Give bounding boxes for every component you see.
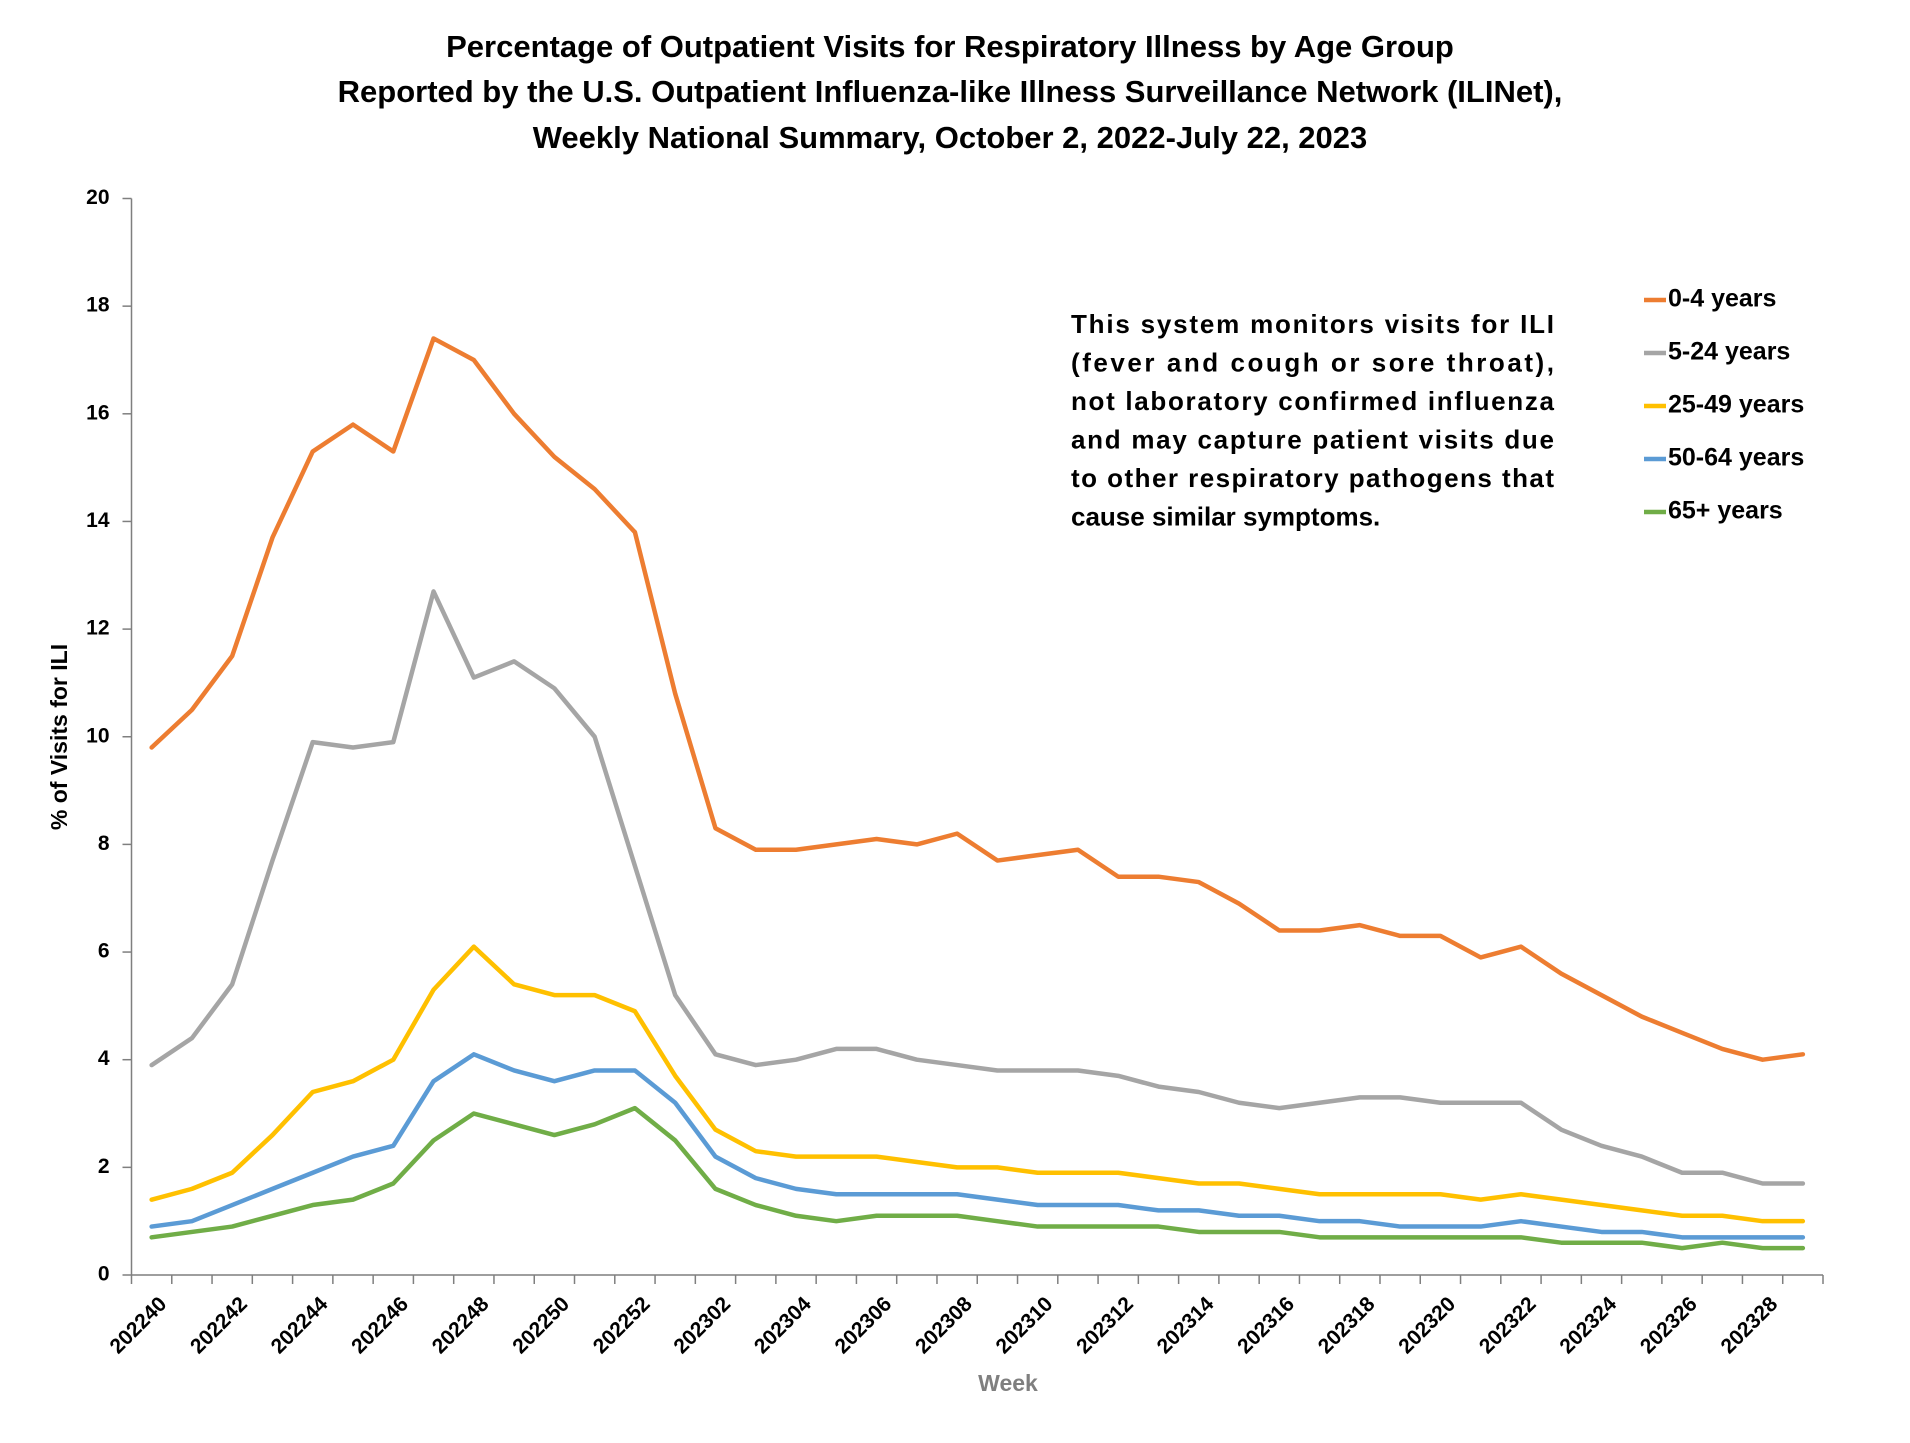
- y-tick-label: 20: [86, 186, 109, 209]
- series-line: [149, 336, 1806, 1062]
- x-tick-label: 202242: [186, 1292, 252, 1358]
- x-tick-label: 202316: [1233, 1292, 1299, 1358]
- x-tick-label: 202320: [1394, 1292, 1460, 1358]
- x-tick-label: 202326: [1636, 1292, 1702, 1358]
- y-tick-label: 14: [86, 509, 110, 532]
- x-tick-label: 202310: [992, 1292, 1058, 1358]
- x-tick-label: 202324: [1555, 1292, 1621, 1358]
- x-tick-label: 202314: [1153, 1292, 1219, 1358]
- y-tick-label: 4: [98, 1047, 110, 1070]
- annotation: and may capture patient visits due: [1071, 424, 1554, 454]
- x-tick-label: 202244: [267, 1292, 333, 1358]
- x-tick-label: 202246: [347, 1292, 413, 1358]
- chart-title: Weekly National Summary, October 2, 2022…: [533, 120, 1368, 155]
- legend-label: 25-49 years: [1668, 391, 1804, 419]
- legend-label: 0-4 years: [1668, 285, 1776, 313]
- x-tick-label: 202304: [750, 1292, 816, 1358]
- x-tick-label: 202312: [1072, 1292, 1138, 1358]
- y-tick-label: 18: [86, 294, 110, 317]
- x-tick-label: 202322: [1475, 1292, 1541, 1358]
- x-tick-label: 202306: [830, 1292, 896, 1358]
- x-tick-label: 202318: [1314, 1292, 1380, 1358]
- annotation: to other respiratory pathogens that: [1071, 463, 1554, 493]
- chart-title: Percentage of Outpatient Visits for Resp…: [446, 29, 1454, 64]
- annotation: cause similar symptoms.: [1071, 501, 1380, 531]
- annotation: This system monitors visits for ILI: [1071, 309, 1554, 339]
- y-tick-label: 0: [98, 1263, 110, 1286]
- y-tick-label: 6: [98, 940, 110, 963]
- legend-label: 5-24 years: [1668, 338, 1790, 366]
- x-axis-title: Week: [978, 1370, 1038, 1396]
- x-tick-label: 202252: [589, 1292, 655, 1358]
- chart-title: Reported by the U.S. Outpatient Influenz…: [338, 74, 1563, 109]
- y-tick-label: 8: [98, 832, 110, 855]
- y-tick-label: 2: [98, 1155, 110, 1178]
- annotation: not laboratory confirmed influenza: [1071, 386, 1555, 416]
- series-line: [149, 944, 1806, 1224]
- x-tick-label: 202308: [911, 1292, 977, 1358]
- x-tick-label: 202302: [669, 1292, 735, 1358]
- x-tick-label: 202328: [1716, 1292, 1782, 1358]
- y-axis-title: % of Visits for ILI: [46, 644, 72, 830]
- legend-label: 65+ years: [1668, 497, 1783, 525]
- series-line: [149, 1105, 1806, 1251]
- y-tick-label: 10: [86, 724, 109, 747]
- y-tick-label: 12: [86, 617, 109, 640]
- x-tick-label: 202240: [106, 1292, 172, 1358]
- y-tick-label: 16: [86, 401, 109, 424]
- series-line: [149, 1052, 1806, 1240]
- legend-label: 50-64 years: [1668, 444, 1804, 472]
- series-line: [149, 589, 1806, 1186]
- annotation: (fever and cough or sore throat),: [1071, 347, 1554, 377]
- x-tick-label: 202248: [428, 1292, 494, 1358]
- x-tick-label: 202250: [508, 1292, 574, 1358]
